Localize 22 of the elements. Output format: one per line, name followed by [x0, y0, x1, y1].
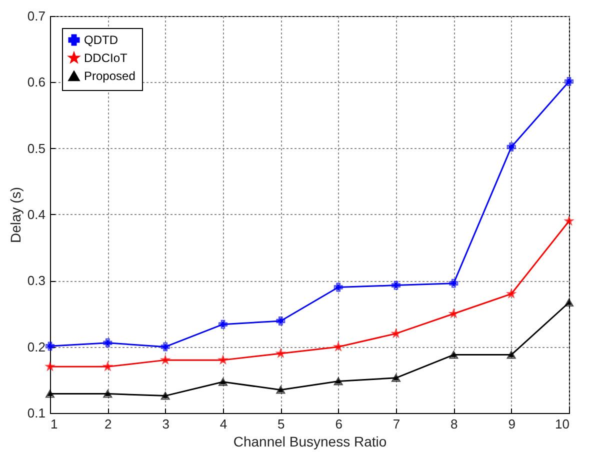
x-tick-label: 8 — [450, 416, 458, 432]
y-tick-label: 0.4 — [27, 207, 46, 222]
x-tick-label: 9 — [508, 416, 516, 432]
x-tick-label: 2 — [104, 416, 112, 432]
y-tick-label: 0.6 — [27, 74, 46, 90]
legend-label: DDCIoT — [84, 51, 128, 65]
x-tick-label: 6 — [335, 416, 342, 432]
y-tick-label: 0.3 — [27, 273, 46, 288]
y-axis-title: Delay (s) — [7, 186, 24, 244]
y-tick-label: 0.2 — [27, 339, 46, 354]
x-tick-label: 10 — [555, 416, 570, 432]
legend-label: Proposed — [84, 69, 136, 83]
x-tick-label: 1 — [50, 416, 58, 432]
x-tick-label: 5 — [278, 416, 285, 432]
x-axis-title: Channel Busyness Ratio — [233, 434, 387, 450]
y-tick-label: 0.1 — [27, 406, 46, 420]
y-tick-label: 0.7 — [27, 8, 46, 24]
x-tick-label: 7 — [392, 416, 400, 432]
x-tick-label: 4 — [220, 416, 228, 432]
legend-label: QDTD — [84, 33, 118, 47]
x-tick-label: 3 — [162, 416, 170, 432]
y-tick-label: 0.5 — [27, 140, 46, 156]
